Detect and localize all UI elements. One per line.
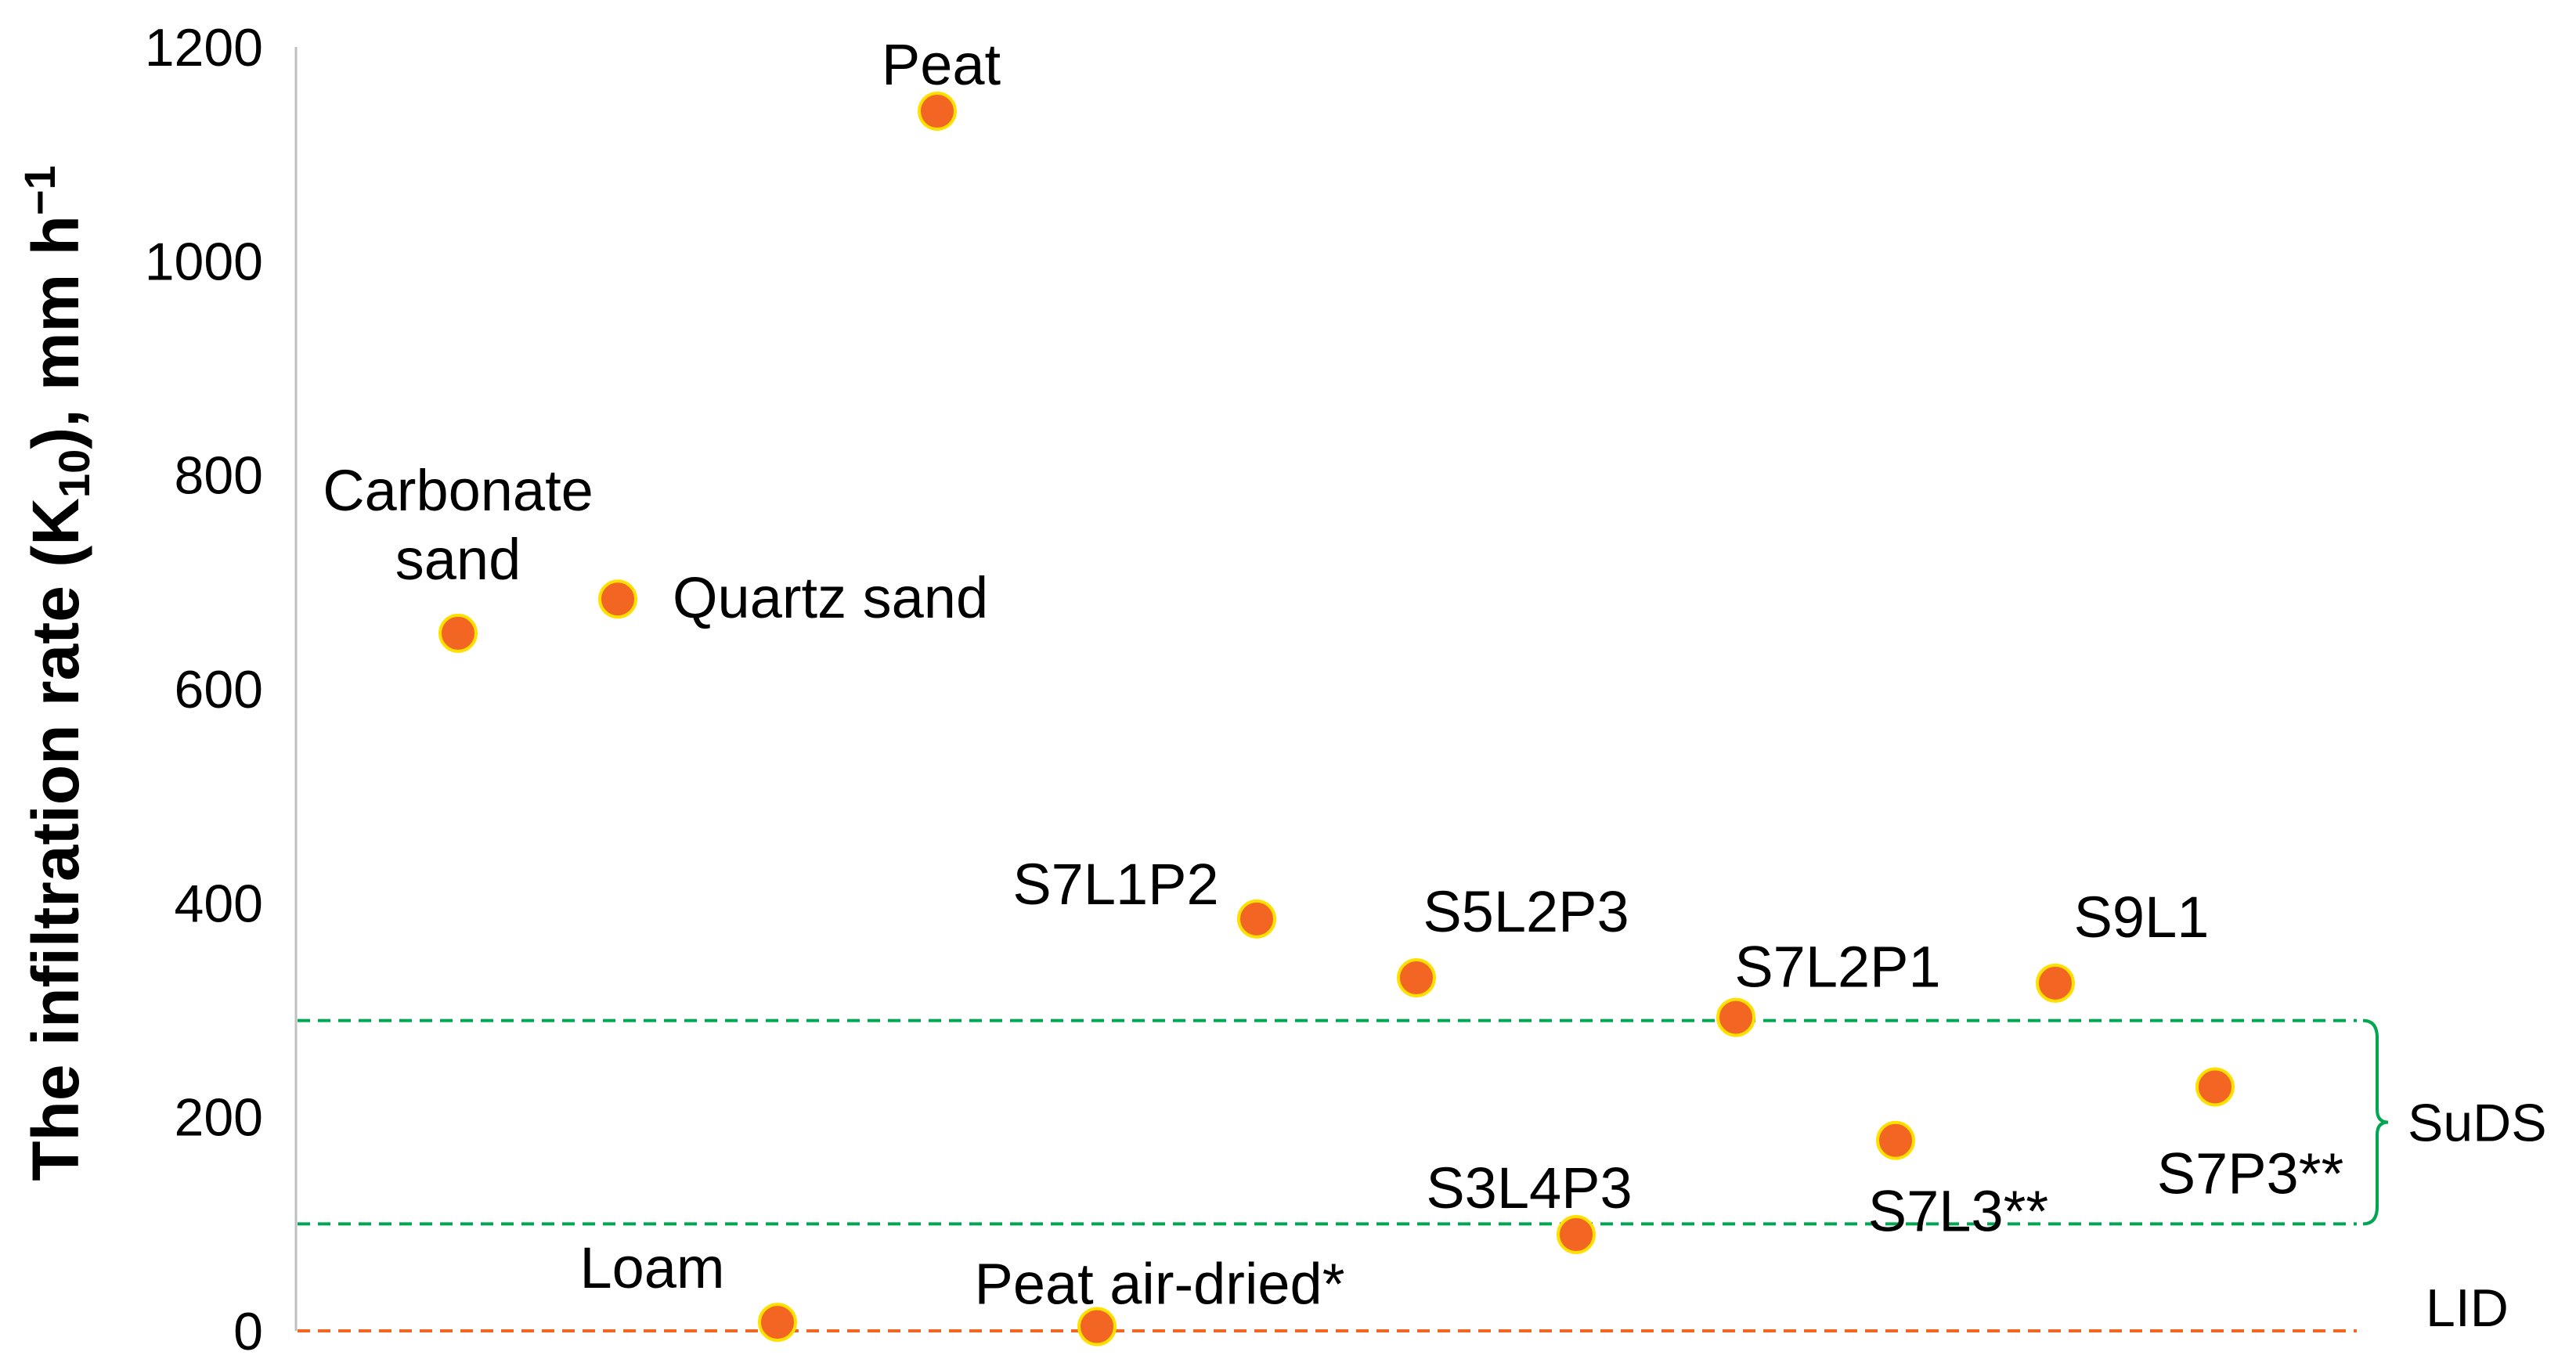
point-label: Peat air-dried*	[974, 1252, 1344, 1317]
y-axis-label-main: The infiltration rate (K	[19, 498, 92, 1181]
data-point	[1237, 899, 1276, 939]
point-label: S3L4P3	[1426, 1155, 1632, 1220]
reference-lines	[298, 1018, 2357, 1332]
range-label: LID	[2426, 1278, 2509, 1338]
y-axis-label-superscript: −1	[15, 165, 64, 215]
range-annotations: SuDS LID	[2362, 1018, 2547, 1338]
data-points	[438, 92, 2235, 1347]
point-label: S7L3**	[1868, 1179, 2048, 1244]
data-point	[1397, 958, 1436, 997]
point-label: S7L2P1	[1734, 935, 1940, 1000]
y-tick-label: 600	[175, 660, 263, 719]
y-ticks: 0 200 400 600 800 1000 1200	[145, 18, 263, 1361]
data-point	[1557, 1215, 1596, 1254]
range-label: SuDS	[2408, 1094, 2547, 1153]
y-tick-label: 0	[233, 1302, 263, 1361]
data-point	[1716, 997, 1755, 1037]
y-axis-label-units: ), mm h	[19, 215, 92, 449]
y-tick-label: 400	[175, 874, 263, 933]
point-label: S5L2P3	[1423, 879, 1629, 944]
y-tick-label: 1200	[145, 18, 263, 78]
point-label: S9L1	[2074, 885, 2210, 950]
y-axis-label: The infiltration rate (K10), mm h−1	[15, 165, 99, 1181]
point-label: Quartz sand	[673, 565, 988, 630]
data-point	[2195, 1067, 2235, 1107]
data-point	[2036, 963, 2075, 1003]
point-label: S7L1P2	[1012, 852, 1218, 917]
range-brace	[2362, 1018, 2389, 1226]
point-label: Carbonate	[323, 458, 593, 523]
data-point	[598, 579, 637, 619]
data-point	[918, 92, 957, 131]
point-label: sand	[395, 527, 521, 592]
data-point	[758, 1303, 797, 1343]
data-point	[438, 613, 478, 653]
point-label: S7P3**	[2157, 1141, 2344, 1206]
y-tick-label: 200	[175, 1088, 263, 1148]
point-label: Peat	[882, 32, 1001, 97]
y-tick-label: 800	[175, 446, 263, 506]
y-axis-label-subscript: 10	[49, 449, 99, 498]
data-point	[1077, 1307, 1117, 1347]
point-label: Loam	[579, 1235, 724, 1300]
y-tick-label: 1000	[145, 232, 263, 291]
data-point	[1876, 1120, 1915, 1160]
